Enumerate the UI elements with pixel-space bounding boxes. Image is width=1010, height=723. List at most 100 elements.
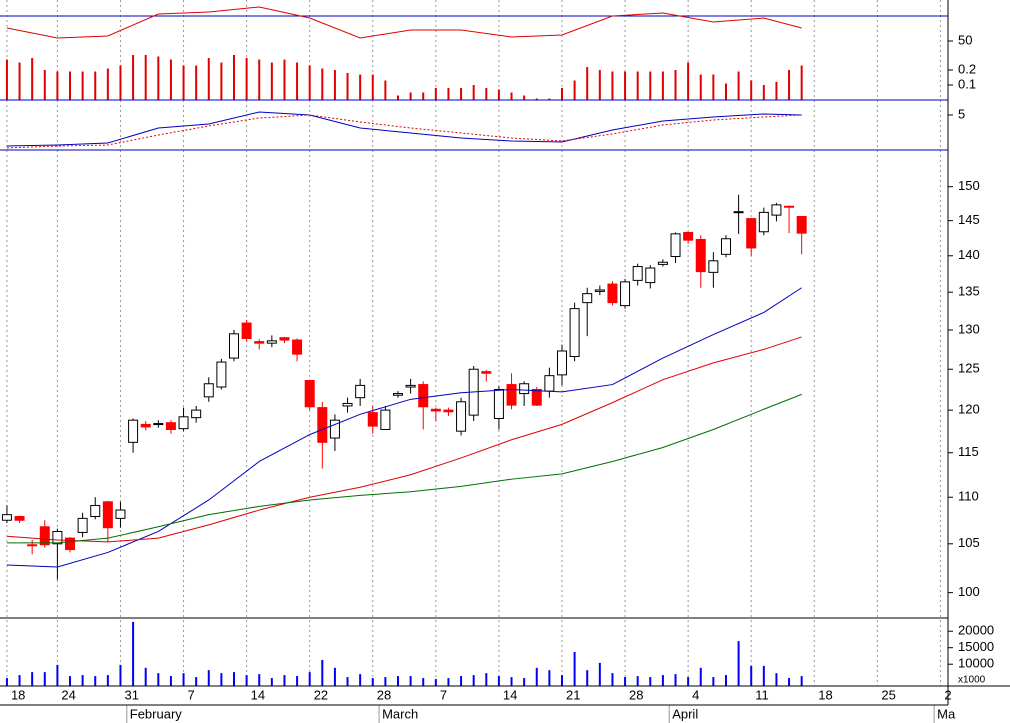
candle-body [165,422,176,430]
bar [245,58,248,100]
bar [258,59,261,100]
y-tick-label: 5 [958,106,965,121]
bar [586,67,589,100]
y-tick-label: 15000 [958,639,994,654]
candle-body [90,504,101,518]
bar [245,675,248,686]
bar [18,62,21,100]
bar [396,676,399,686]
bar [788,678,791,686]
x-tick-label: 28 [629,687,643,702]
bar [132,621,135,686]
candle-body [544,375,555,392]
bar [510,92,513,100]
candle-body [178,416,189,430]
candle-body [102,501,113,529]
candle-body [304,380,315,408]
candle-body [317,407,328,443]
bar [233,55,236,100]
candle-body [456,401,467,432]
candle-body [153,423,164,426]
bar [106,675,109,686]
bar [144,667,147,686]
candle-body [695,238,706,273]
month-label: February [130,706,183,721]
candle-body [556,350,567,376]
bar [422,92,425,100]
candle-body [229,333,240,359]
candle-body [746,218,757,249]
bar [800,676,803,686]
y-tick-label: 100 [958,584,980,599]
candle-body [39,526,50,546]
x-tick-label: 18 [818,687,832,702]
unit-label: x1000 [958,675,986,686]
candle-body [77,517,88,533]
bar [573,80,576,100]
candle-body [733,211,744,214]
bar [649,71,652,100]
bar [43,672,46,686]
candle-body [493,388,504,419]
bar [661,675,664,686]
candle-body [418,384,429,408]
y-tick-label: 50 [958,32,972,47]
x-tick-label: 21 [566,687,580,702]
bar [346,677,349,686]
bar [119,664,122,686]
bar [699,74,702,100]
bar [94,71,97,100]
candle-body [531,388,542,406]
bar [384,80,387,100]
bar [94,676,97,686]
x-tick-label: 7 [188,687,195,702]
y-tick-label: 145 [958,212,980,227]
bar [573,652,576,686]
bar [371,74,374,100]
bar [636,676,639,686]
bar [182,673,185,686]
candle-body [632,266,643,281]
bar [460,676,463,686]
candle-body [115,509,126,519]
bar [674,674,677,686]
bar [434,88,437,100]
bar [687,677,690,686]
bar [258,674,261,686]
indicator-line [6,393,802,544]
bar [497,676,500,686]
candle-body [65,537,76,551]
month-label: April [672,706,698,721]
candle-body [292,339,303,355]
bar [396,95,399,100]
indicator-line [6,6,802,39]
bar [422,678,425,686]
bar [195,677,198,686]
bar [548,670,551,686]
y-tick-label: 115 [958,444,979,459]
bar [5,59,8,100]
bar [409,92,412,100]
bar [195,65,198,100]
bar [346,73,349,100]
bar [510,677,513,686]
bar [283,59,286,100]
bar [447,678,450,686]
y-tick-label: 105 [958,535,980,550]
candle-body [670,233,681,257]
bar [485,88,488,100]
bar [359,674,362,686]
bar [321,659,324,686]
candle-body [355,384,366,399]
bar [371,678,374,686]
bar [636,71,639,100]
bar [460,88,463,100]
candle-body [607,283,618,304]
bar [296,62,299,100]
bar [169,676,172,686]
bar [157,673,160,686]
bar [598,662,601,686]
candle-body [519,383,530,395]
bar [724,83,727,100]
bar [712,74,715,100]
